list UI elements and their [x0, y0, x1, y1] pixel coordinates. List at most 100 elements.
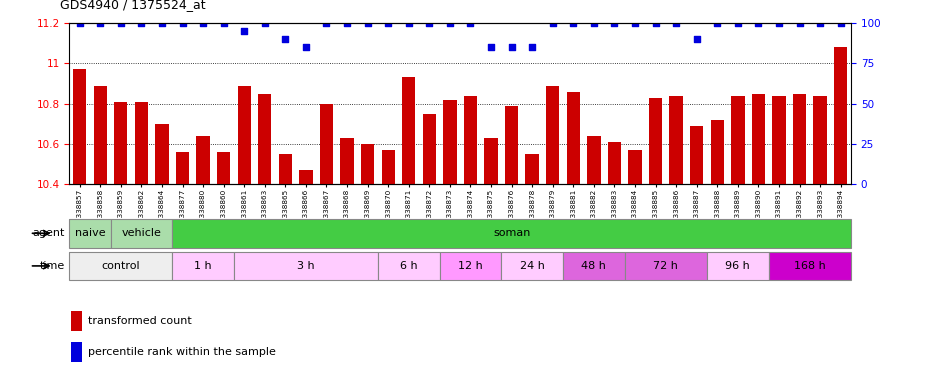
Bar: [772, 96, 785, 184]
Bar: [114, 102, 128, 184]
Bar: [176, 152, 190, 184]
Point: [381, 20, 396, 26]
Point: [648, 20, 663, 26]
Point: [607, 20, 622, 26]
Bar: [546, 86, 560, 184]
Text: GDS4940 / 1375524_at: GDS4940 / 1375524_at: [60, 0, 205, 12]
Point: [566, 20, 581, 26]
Text: 24 h: 24 h: [520, 261, 545, 271]
Point: [360, 20, 375, 26]
Bar: [423, 114, 436, 184]
Text: vehicle: vehicle: [121, 228, 161, 238]
Bar: [340, 138, 353, 184]
Bar: [172, 219, 851, 248]
Bar: [525, 154, 539, 184]
Bar: [813, 96, 827, 184]
Bar: [501, 252, 563, 280]
Text: 48 h: 48 h: [582, 261, 606, 271]
Point: [463, 20, 478, 26]
Bar: [172, 252, 234, 280]
Bar: [649, 98, 662, 184]
Bar: [443, 99, 457, 184]
Bar: [834, 47, 847, 184]
Text: 6 h: 6 h: [400, 261, 417, 271]
Bar: [505, 106, 518, 184]
Bar: [299, 170, 313, 184]
Text: 12 h: 12 h: [458, 261, 483, 271]
Point: [339, 20, 354, 26]
Bar: [624, 252, 707, 280]
Point: [422, 20, 437, 26]
Text: time: time: [40, 261, 65, 271]
Point: [257, 20, 272, 26]
Point: [751, 20, 766, 26]
Bar: [793, 94, 807, 184]
Point: [813, 20, 828, 26]
Point: [504, 44, 519, 50]
Point: [299, 44, 314, 50]
Point: [792, 20, 807, 26]
Text: 3 h: 3 h: [297, 261, 314, 271]
Point: [586, 20, 601, 26]
Bar: [73, 70, 86, 184]
Bar: [628, 150, 642, 184]
Text: naive: naive: [75, 228, 105, 238]
Point: [319, 20, 334, 26]
Bar: [567, 92, 580, 184]
Point: [546, 20, 561, 26]
Point: [709, 20, 724, 26]
Point: [92, 20, 107, 26]
Bar: [320, 104, 333, 184]
Point: [833, 20, 848, 26]
Text: 1 h: 1 h: [194, 261, 212, 271]
Point: [731, 20, 746, 26]
Point: [237, 28, 252, 34]
Bar: [278, 154, 292, 184]
Bar: [587, 136, 600, 184]
Text: control: control: [102, 261, 140, 271]
Bar: [563, 252, 624, 280]
Bar: [463, 96, 477, 184]
Bar: [69, 252, 172, 280]
Point: [484, 44, 499, 50]
Point: [154, 20, 169, 26]
Point: [669, 20, 684, 26]
Point: [278, 36, 292, 42]
Point: [689, 36, 704, 42]
Bar: [361, 144, 375, 184]
Bar: [196, 136, 210, 184]
Bar: [485, 138, 498, 184]
Point: [628, 20, 643, 26]
Bar: [402, 78, 415, 184]
Bar: [93, 86, 107, 184]
Point: [72, 20, 87, 26]
Bar: [378, 252, 439, 280]
Bar: [69, 219, 110, 248]
Bar: [731, 96, 745, 184]
Bar: [381, 150, 395, 184]
Bar: [155, 124, 168, 184]
Text: 96 h: 96 h: [725, 261, 750, 271]
Bar: [752, 94, 765, 184]
Bar: [670, 96, 683, 184]
Point: [401, 20, 416, 26]
Bar: [110, 219, 172, 248]
Point: [442, 20, 457, 26]
Text: soman: soman: [493, 228, 530, 238]
Text: agent: agent: [32, 228, 65, 238]
Point: [134, 20, 149, 26]
Bar: [135, 102, 148, 184]
Text: 168 h: 168 h: [794, 261, 826, 271]
Point: [175, 20, 190, 26]
Bar: [217, 152, 230, 184]
Text: percentile rank within the sample: percentile rank within the sample: [88, 347, 276, 357]
Bar: [439, 252, 501, 280]
Point: [771, 20, 786, 26]
Point: [196, 20, 211, 26]
Bar: [238, 86, 251, 184]
Bar: [710, 120, 724, 184]
Bar: [769, 252, 851, 280]
Bar: [608, 142, 622, 184]
Bar: [71, 311, 81, 331]
Bar: [71, 343, 81, 362]
